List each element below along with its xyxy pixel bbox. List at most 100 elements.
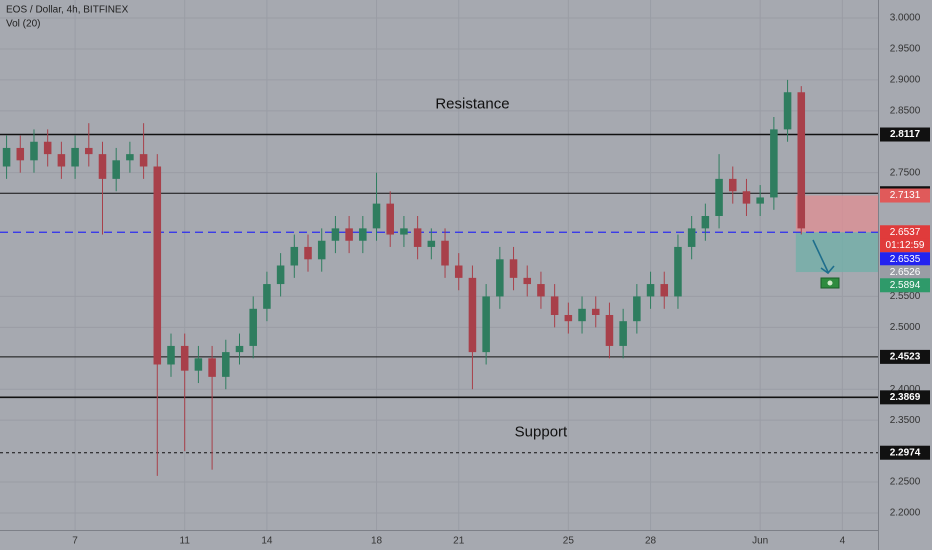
candle-body	[413, 228, 422, 247]
level-tag-label: 2.8117	[890, 129, 920, 140]
candle-body	[331, 228, 340, 241]
x-tick-label: 4	[840, 536, 846, 547]
level-tag-label: 2.3869	[890, 392, 921, 403]
candle-body	[276, 265, 285, 285]
annotation: Resistance	[435, 96, 509, 113]
candle-body	[85, 147, 93, 155]
candle-body	[71, 147, 79, 167]
y-tick-label: 3.0000	[890, 13, 921, 24]
candle-body	[441, 240, 449, 266]
target-tag	[880, 278, 930, 293]
candle-body	[674, 246, 682, 297]
x-tick-label: 18	[371, 536, 383, 547]
candle-body	[646, 284, 655, 297]
candle-body	[591, 308, 600, 315]
levels: Resistance Support	[0, 96, 878, 454]
x-tick-label: Jun	[752, 536, 768, 547]
last-price-tag-label: 2.6535	[890, 254, 921, 265]
candle-body	[139, 154, 148, 167]
stop-tag-label: 2.7131	[890, 190, 921, 201]
target-zone	[795, 232, 878, 273]
candle-body	[263, 284, 271, 309]
last-price-tag	[880, 252, 930, 267]
candle-body	[167, 345, 175, 365]
candle-body	[783, 92, 792, 130]
level-tag	[880, 445, 930, 460]
candle-body	[98, 154, 107, 179]
annotation: Support	[515, 424, 568, 441]
y-tick-label: 2.9000	[890, 75, 921, 86]
candle-body	[235, 345, 244, 353]
position-zones	[795, 195, 878, 273]
countdown-tag-label: 01:12:59	[886, 240, 925, 251]
prev-price-tag-label: 2.6526	[890, 267, 921, 278]
candle-body	[180, 345, 189, 371]
candle-body	[30, 141, 38, 161]
entry-tag-label: 2.6537	[890, 227, 921, 238]
level-tag	[880, 349, 930, 364]
candle-body	[496, 259, 504, 297]
candle-body	[43, 141, 52, 155]
prev-price-tag	[880, 265, 930, 280]
candle-body	[400, 228, 408, 235]
x-tick-label: 14	[261, 536, 273, 547]
x-tick-label: 28	[645, 536, 657, 547]
candle-body	[537, 284, 545, 297]
y-tick-label: 2.3500	[890, 415, 921, 426]
indicator-label: Vol (20)	[6, 19, 40, 30]
candle-body	[386, 203, 394, 235]
candle-body	[523, 277, 532, 285]
candle-body	[112, 160, 120, 179]
candle-body	[715, 178, 723, 216]
stop-tag	[880, 188, 930, 203]
level-tag-label: 2.4523	[890, 352, 921, 363]
candle-body	[605, 314, 614, 346]
level-tag-label: 2.2974	[890, 447, 921, 458]
candle-body	[57, 154, 66, 167]
x-tick-label: 7	[72, 536, 78, 547]
candle-body	[550, 296, 559, 315]
candle-body	[290, 246, 299, 266]
y-tick-label: 2.9500	[890, 44, 921, 55]
candle-body	[249, 308, 257, 346]
price-tags: 2.81172.71682.45232.38692.29742.71312.65…	[880, 127, 930, 460]
x-tick-label: 25	[563, 536, 575, 547]
candle-body	[126, 154, 134, 161]
candle-body	[468, 277, 477, 353]
y-tick-label: 2.2500	[890, 477, 921, 488]
candle-body	[509, 259, 518, 278]
entry-tag	[880, 225, 930, 240]
countdown-tag	[880, 238, 930, 253]
y-tick-label: 2.8500	[890, 105, 921, 116]
candle-body	[304, 246, 312, 260]
level-tag	[880, 127, 930, 142]
candle-body	[208, 358, 216, 377]
x-tick-label: 11	[180, 536, 191, 547]
candle-body	[153, 166, 162, 365]
candle-body	[756, 197, 764, 204]
candle-body	[633, 296, 641, 322]
candle-body	[317, 240, 326, 260]
y-tick-label: 2.2000	[890, 508, 921, 519]
target-tag-label: 2.5894	[890, 280, 921, 291]
candle-body	[578, 308, 586, 322]
y-tick-label: 2.4000	[890, 384, 921, 395]
candle-body	[728, 178, 737, 192]
candle-body	[619, 321, 627, 346]
candles	[2, 79, 806, 476]
candle-body	[482, 296, 490, 353]
candle-body	[194, 358, 203, 371]
candle-body	[2, 147, 11, 167]
candle-body	[797, 92, 806, 229]
candle-body	[701, 215, 710, 229]
candle-body	[742, 191, 751, 204]
candle-body	[16, 147, 25, 161]
candle-body	[454, 265, 463, 278]
candle-body	[770, 129, 778, 198]
candle-body	[345, 228, 353, 241]
symbol-title: EOS / Dollar, 4h, BITFINEX	[6, 5, 129, 16]
y-tick-label: 2.5000	[890, 322, 921, 333]
